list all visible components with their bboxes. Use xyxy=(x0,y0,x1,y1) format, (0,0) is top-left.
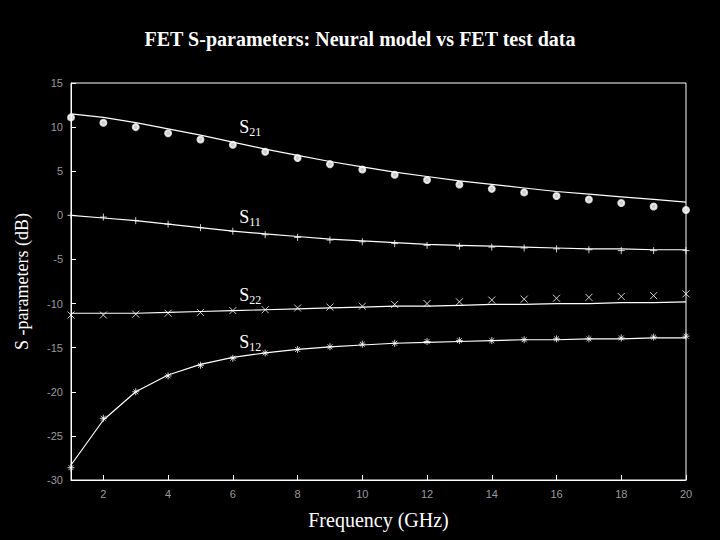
svg-text:20: 20 xyxy=(680,488,692,500)
svg-text:11: 11 xyxy=(249,215,261,229)
svg-text:14: 14 xyxy=(486,488,498,500)
svg-text:FET S-parameters: Neural model: FET S-parameters: Neural model vs FET te… xyxy=(145,28,576,51)
svg-text:15: 15 xyxy=(51,77,63,89)
svg-text:5: 5 xyxy=(57,165,63,177)
svg-text:10: 10 xyxy=(51,121,63,133)
svg-text:21: 21 xyxy=(249,125,261,139)
svg-text:10: 10 xyxy=(356,488,368,500)
svg-text:-10: -10 xyxy=(47,298,63,310)
svg-text:12: 12 xyxy=(421,488,433,500)
svg-text:4: 4 xyxy=(165,488,171,500)
svg-text:0: 0 xyxy=(57,209,63,221)
svg-text:16: 16 xyxy=(550,488,562,500)
svg-text:22: 22 xyxy=(249,293,261,307)
svg-text:2: 2 xyxy=(100,488,106,500)
svg-text:Frequency (GHz): Frequency (GHz) xyxy=(308,509,449,532)
svg-text:12: 12 xyxy=(249,340,261,354)
svg-text:-25: -25 xyxy=(47,430,63,442)
svg-text:S: S xyxy=(239,332,249,352)
svg-text:-20: -20 xyxy=(47,386,63,398)
svg-text:8: 8 xyxy=(295,488,301,500)
svg-text:S: S xyxy=(239,117,249,137)
svg-text:S -parameters (dB): S -parameters (dB) xyxy=(12,213,33,350)
svg-text:-30: -30 xyxy=(47,474,63,486)
svg-text:-5: -5 xyxy=(53,253,63,265)
svg-text:-15: -15 xyxy=(47,342,63,354)
svg-text:6: 6 xyxy=(230,488,236,500)
svg-text:S: S xyxy=(239,207,249,227)
svg-text:S: S xyxy=(239,285,249,305)
svg-text:18: 18 xyxy=(615,488,627,500)
